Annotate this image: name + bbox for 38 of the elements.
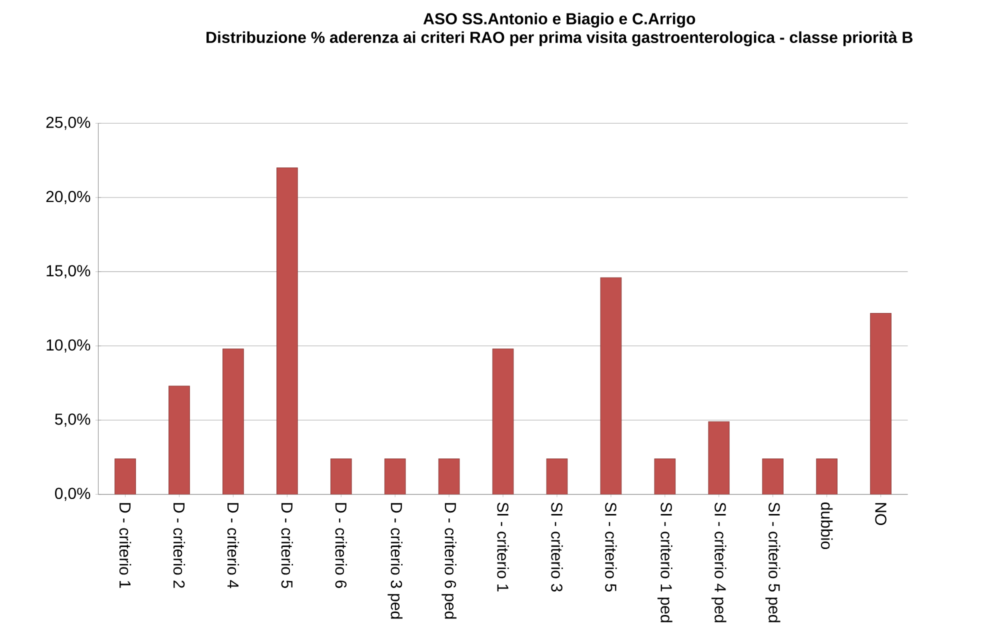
bar: [762, 458, 784, 494]
x-tick-label: D - criterio 3 ped: [388, 503, 403, 619]
x-tick-label: SI - criterio 1 ped: [657, 502, 672, 622]
bar: [438, 458, 460, 494]
x-tick-label: D - criterio 5: [281, 503, 294, 588]
y-tick-label: 15,0%: [46, 265, 90, 278]
x-tick-label: NO: [875, 503, 886, 526]
y-tick-label: 20,0%: [46, 190, 90, 204]
x-tick-label: D - criterio 4: [227, 503, 240, 588]
x-tick-label: SI - criterio 1: [497, 502, 509, 592]
x-tick-label: SI - criterio 5: [605, 502, 617, 592]
x-tick-label: D - criterio 2: [173, 503, 186, 588]
x-tick-label: SI - criterio 5 ped: [765, 502, 780, 622]
y-tick-label: 25,0%: [46, 116, 90, 130]
bar: [708, 421, 730, 494]
bar: [870, 313, 892, 494]
bar: [222, 348, 244, 494]
y-tick-label: 5,0%: [55, 414, 90, 427]
x-tick-label: SI - criterio 4 ped: [711, 502, 726, 622]
bar: [654, 458, 676, 494]
bar: [816, 458, 838, 494]
chart-subtitle: Distribuzione % aderenza ai criteri RAO per prima visita gastroenterologica - classe priorità B: [206, 31, 912, 46]
x-tick-label: dubbio: [820, 502, 833, 550]
bar: [114, 458, 136, 494]
bar: [330, 458, 352, 494]
bar: [492, 348, 514, 494]
x-tick-label: SI - criterio 3: [551, 502, 563, 592]
bar: [276, 168, 298, 494]
bar: [168, 386, 190, 494]
bar: [600, 277, 622, 494]
bar: [546, 458, 568, 494]
x-tick-label: D - criterio 1: [119, 503, 132, 588]
chart-title: ASO SS.Antonio e Biagio e C.Arrigo: [423, 12, 696, 28]
y-tick-label: 0,0%: [55, 488, 90, 502]
x-tick-label: D - criterio 6 ped: [442, 503, 456, 619]
x-tick-label: D - criterio 6: [335, 503, 347, 588]
bar: [384, 458, 406, 494]
y-tick-label: 10,0%: [46, 339, 90, 353]
